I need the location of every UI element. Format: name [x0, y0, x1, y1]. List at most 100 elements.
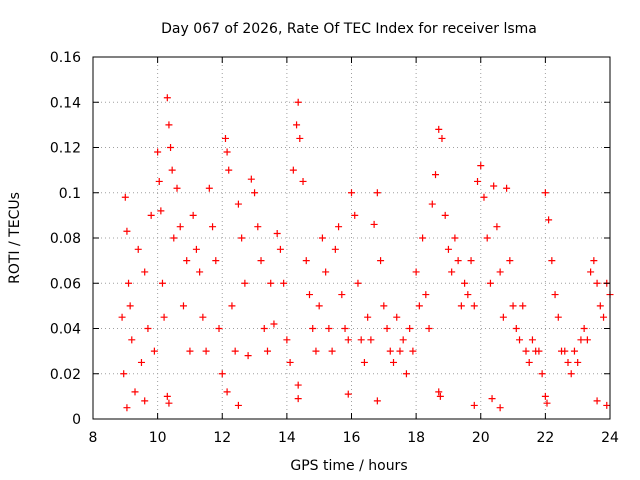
data-point: [496, 268, 504, 276]
data-point: [470, 302, 478, 310]
data-point: [123, 227, 131, 235]
data-point: [276, 245, 284, 253]
data-point: [192, 245, 200, 253]
data-point: [202, 347, 210, 355]
data-point: [541, 392, 549, 400]
data-point: [205, 184, 213, 192]
data-point: [280, 279, 288, 287]
data-point: [545, 216, 553, 224]
data-point: [409, 347, 417, 355]
data-points: [118, 94, 614, 412]
data-point: [567, 370, 575, 378]
data-point: [419, 234, 427, 242]
data-point: [125, 279, 133, 287]
data-point: [383, 325, 391, 332]
data-point: [263, 347, 271, 355]
data-point: [548, 257, 556, 265]
data-point: [593, 397, 601, 405]
data-point: [344, 390, 352, 398]
data-point: [223, 148, 231, 156]
data-point: [121, 193, 129, 201]
data-point: [170, 234, 178, 242]
data-point: [570, 347, 578, 355]
data-point: [373, 189, 381, 197]
data-point: [480, 193, 488, 201]
chart-title: Day 067 of 2026, Rate Of TEC Index for r…: [161, 21, 537, 37]
data-point: [422, 291, 430, 299]
data-point: [273, 229, 281, 237]
data-point: [218, 370, 226, 378]
data-point: [223, 388, 231, 396]
data-point: [228, 302, 236, 310]
data-point: [225, 166, 233, 174]
data-point: [436, 392, 444, 400]
data-point: [561, 347, 569, 355]
x-axis-label: GPS time / hours: [290, 458, 407, 474]
data-point: [160, 313, 168, 321]
data-point: [448, 268, 456, 276]
data-point: [357, 336, 365, 344]
data-point: [154, 148, 162, 156]
data-point: [294, 395, 302, 403]
data-point: [541, 189, 549, 197]
data-point: [335, 223, 343, 231]
data-point: [315, 302, 323, 310]
data-point: [370, 220, 378, 228]
data-point: [131, 388, 139, 396]
data-point: [377, 257, 385, 265]
data-point: [509, 302, 517, 310]
data-point: [583, 336, 591, 344]
data-point: [270, 320, 278, 328]
data-point: [587, 268, 595, 276]
data-point: [348, 189, 355, 197]
data-point: [123, 404, 131, 412]
data-point: [457, 302, 465, 310]
data-point: [496, 404, 504, 412]
data-point: [574, 358, 582, 366]
data-point: [196, 268, 204, 276]
x-tick-label: 8: [89, 430, 98, 446]
data-point: [396, 347, 404, 355]
data-point: [435, 388, 443, 396]
data-point: [157, 207, 165, 215]
x-tick-label: 10: [149, 430, 167, 446]
data-point: [312, 347, 320, 355]
data-point: [603, 401, 611, 409]
data-point: [318, 234, 326, 242]
data-point: [454, 257, 462, 265]
grid-lines: [93, 57, 610, 419]
data-point: [486, 279, 494, 287]
data-point: [173, 184, 181, 192]
y-tick-label: 0.16: [50, 50, 81, 66]
data-point: [483, 234, 491, 242]
data-point: [212, 257, 220, 265]
data-point: [331, 245, 339, 253]
data-point: [299, 177, 307, 185]
y-tick-label: 0.06: [50, 276, 81, 292]
y-tick-label: 0.1: [59, 186, 81, 202]
data-point: [554, 313, 562, 321]
data-point: [444, 245, 452, 253]
data-point: [367, 336, 375, 344]
data-point: [386, 347, 394, 355]
data-point: [493, 223, 501, 231]
data-point: [234, 401, 242, 409]
data-point: [451, 234, 459, 242]
data-point: [441, 211, 449, 219]
data-point: [516, 336, 524, 344]
data-point: [165, 121, 173, 129]
data-point: [577, 336, 585, 344]
data-point: [128, 336, 136, 344]
data-point: [488, 395, 496, 403]
data-point: [267, 279, 275, 287]
data-point: [364, 313, 372, 321]
data-point: [296, 134, 304, 142]
data-point: [221, 134, 229, 142]
data-point: [189, 211, 197, 219]
y-tick-label: 0.14: [50, 95, 81, 111]
data-point: [155, 177, 163, 185]
data-point: [163, 94, 171, 102]
data-point: [402, 370, 410, 378]
data-point: [144, 325, 152, 332]
